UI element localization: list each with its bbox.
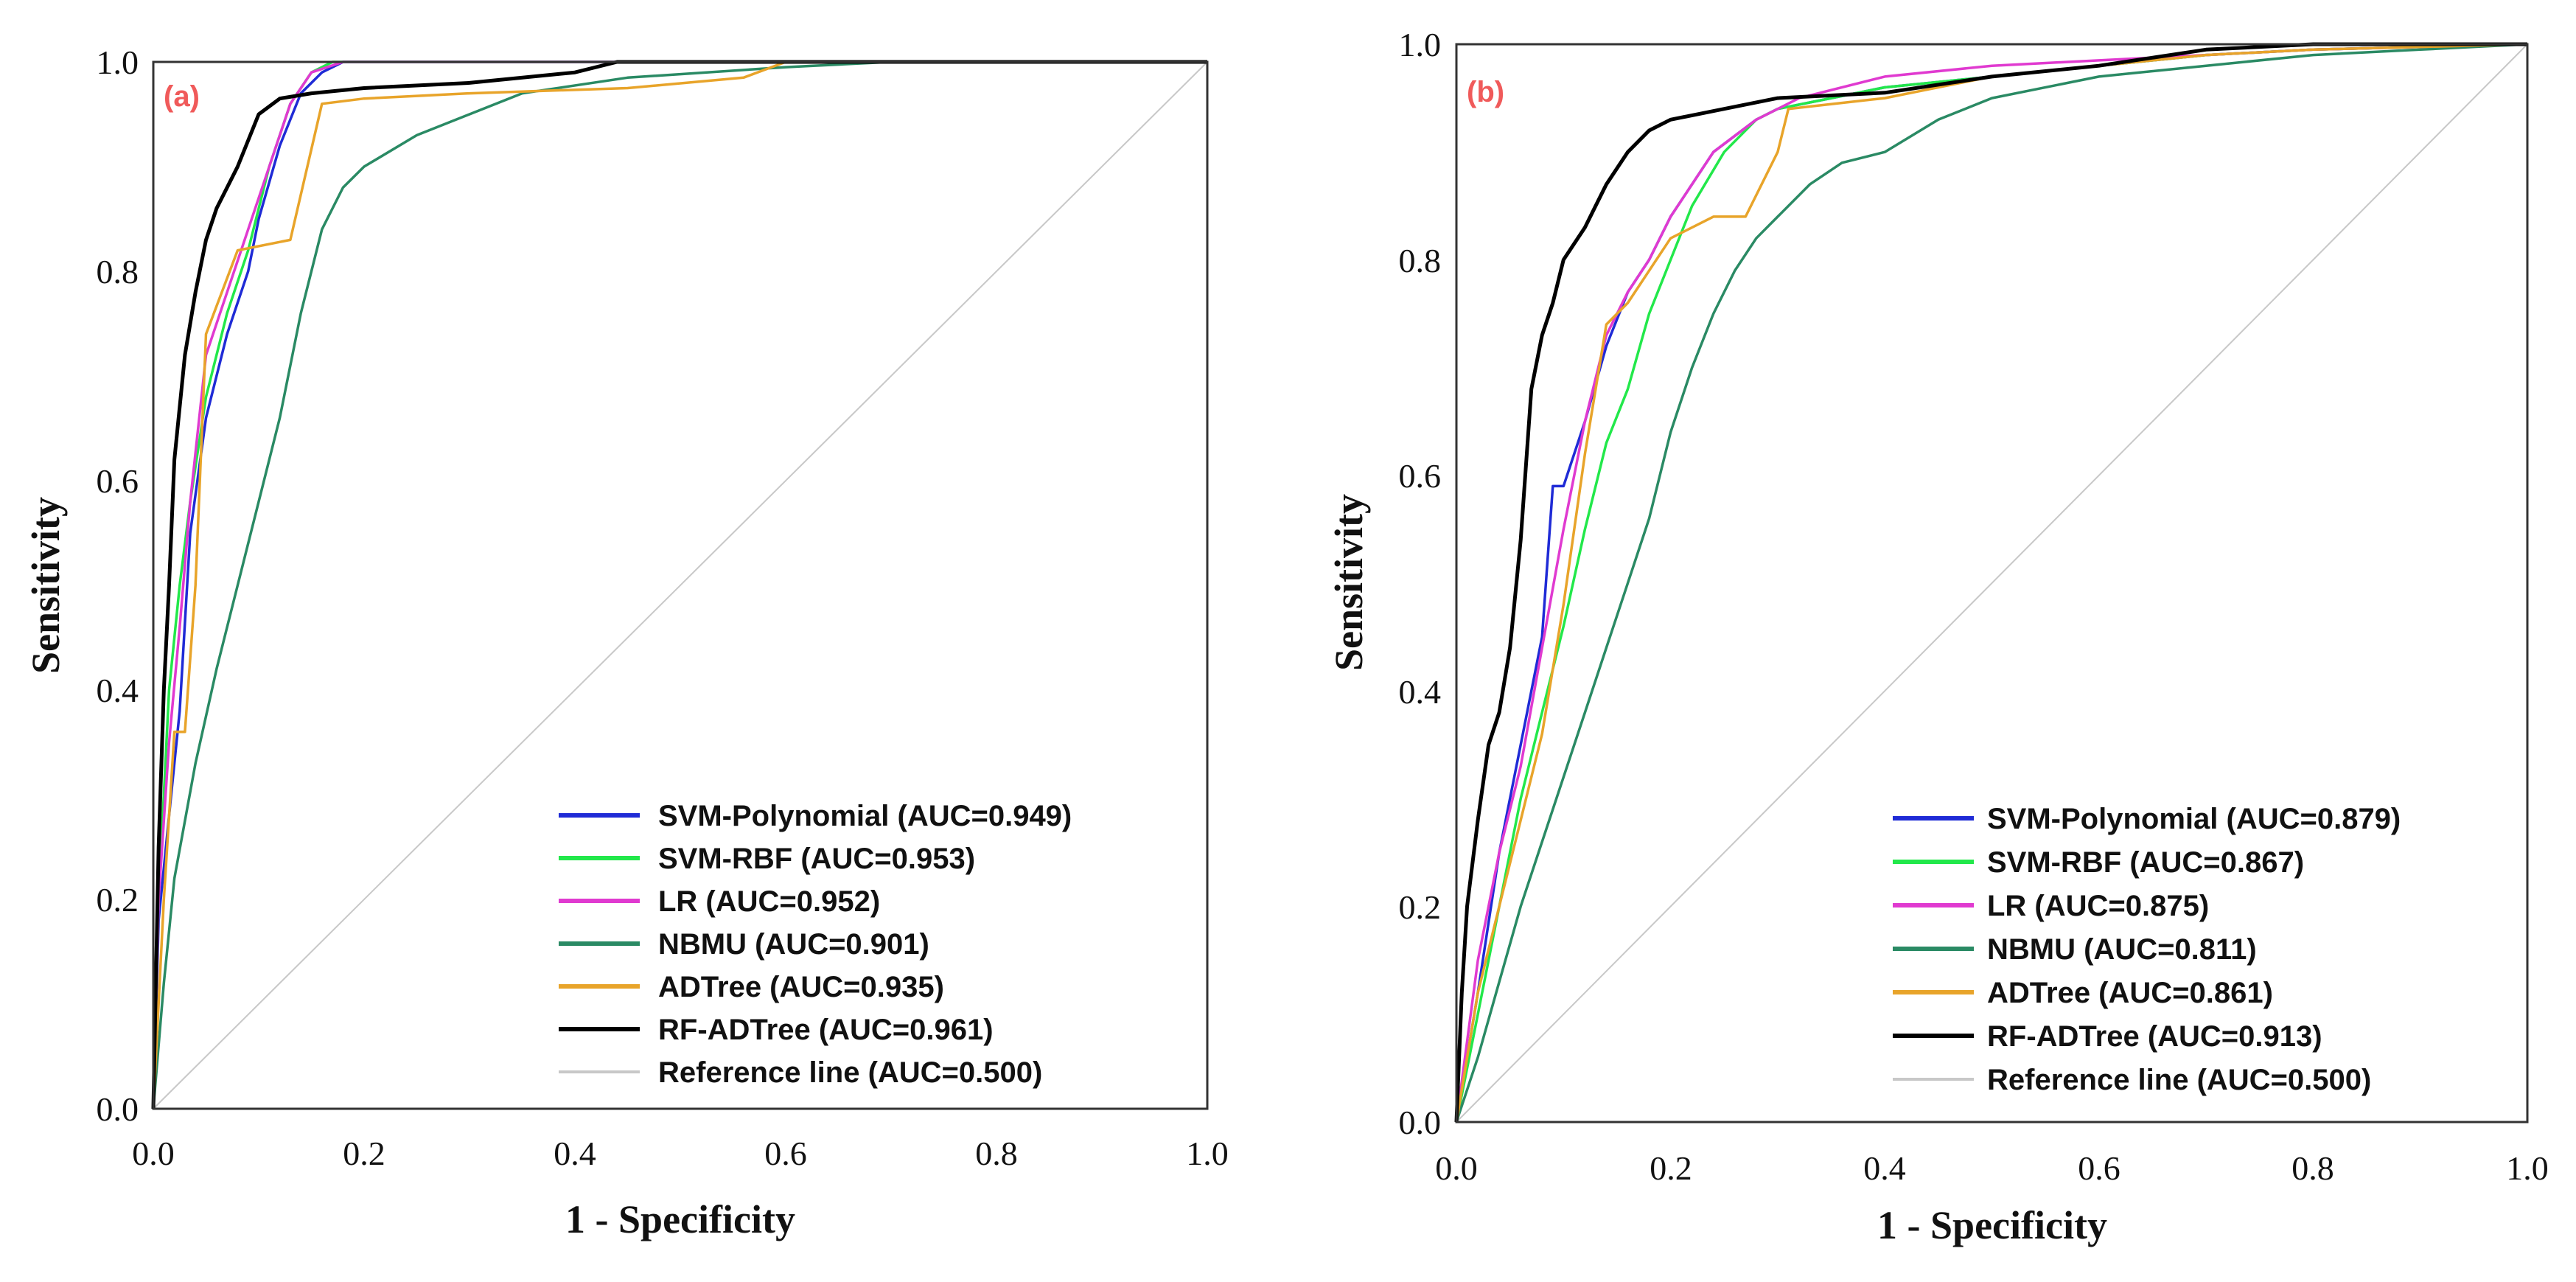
- panel-b-legend-label: Reference line (AUC=0.500): [1987, 1064, 2371, 1096]
- panel-b-x-axis-title: 1 - Specificity: [1877, 1203, 2107, 1247]
- panel-b-xtick-label: 1.0: [2506, 1149, 2549, 1187]
- panel-b-ytick-label: 1.0: [1399, 26, 1442, 63]
- panel-b-y-axis-title: Sensitivity: [1327, 494, 1371, 671]
- panel-b-ytick-label: 0.6: [1399, 457, 1442, 495]
- panel-a-ytick-label: 1.0: [97, 43, 139, 81]
- panel-a-legend-label: NBMU (AUC=0.901): [658, 928, 929, 961]
- panel-a-legend-label: SVM-RBF (AUC=0.953): [658, 843, 975, 875]
- panel-a-series-line-adtree: [152, 60, 1207, 1109]
- panel-a-label: (a): [164, 80, 200, 113]
- panel-b-traces: [1454, 42, 2528, 1123]
- panel-b: (b) 0.0 0.2 0.4 0.6 0.8 1.0 0.0 0.2 0.4 …: [1327, 26, 2549, 1247]
- panel-b-plot-frame: [1455, 43, 2529, 1124]
- panel-a-ytick-label: 0.8: [97, 253, 139, 290]
- panel-b-series-line-reference: [1456, 43, 2528, 1123]
- panel-b-xtick-label: 0.0: [1435, 1149, 1478, 1187]
- panel-a-x-axis-title: 1 - Specificity: [565, 1197, 795, 1241]
- panel-b-xtick-label: 0.2: [1650, 1149, 1692, 1187]
- panel-b-legend-label: SVM-Polynomial (AUC=0.879): [1987, 803, 2401, 835]
- panel-a-legend-label: Reference line (AUC=0.500): [658, 1056, 1042, 1089]
- panel-b-label: (b): [1467, 76, 1504, 108]
- panel-b-legend-label: RF-ADTree (AUC=0.913): [1987, 1020, 2322, 1053]
- panel-a-xtick-label: 0.4: [554, 1135, 596, 1172]
- panel-b-legend-label: SVM-RBF (AUC=0.867): [1987, 846, 2304, 879]
- panel-a: (a) 0.0 0.2 0.4 0.6 0.8 1.0 0.0 0.2 0.4 …: [24, 43, 1229, 1241]
- panel-a-legend-label: LR (AUC=0.952): [658, 885, 880, 918]
- panel-b-xtick-label: 0.6: [2078, 1149, 2121, 1187]
- panel-a-legend-label: RF-ADTree (AUC=0.961): [658, 1014, 994, 1046]
- panel-b-legend: SVM-Polynomial (AUC=0.879) SVM-RBF (AUC=…: [1893, 803, 2401, 1096]
- panel-a-legend-label: ADTree (AUC=0.935): [658, 971, 944, 1003]
- panel-a-xtick-label: 0.6: [764, 1135, 807, 1172]
- panel-b-series-line-lr: [1455, 43, 2528, 1123]
- panel-b-ytick-label: 0.8: [1399, 242, 1442, 279]
- panel-a-series-line-rf-adtree: [151, 60, 1207, 1109]
- panel-b-ytick-label: 0.0: [1399, 1104, 1442, 1141]
- panel-b-series-line-nbmu: [1455, 43, 2528, 1123]
- panel-a-series-line-nbmu: [152, 60, 1207, 1109]
- panel-a-traces: [151, 60, 1208, 1109]
- panel-a-ytick-label: 0.0: [97, 1090, 139, 1128]
- panel-a-y-axis-title: Sensitivity: [24, 497, 68, 674]
- panel-a-xtick-label: 0.0: [132, 1135, 175, 1172]
- panel-a-legend-label: SVM-Polynomial (AUC=0.949): [658, 800, 1072, 832]
- panel-a-plot-frame: [152, 60, 1209, 1110]
- panel-a-ytick-label: 0.4: [97, 672, 139, 709]
- panel-a-legend: SVM-Polynomial (AUC=0.949) SVM-RBF (AUC=…: [559, 800, 1072, 1089]
- panel-b-series-line-rf-adtree: [1454, 42, 2527, 1123]
- panel-b-ytick-label: 0.2: [1399, 888, 1442, 926]
- panel-a-series-line-reference: [153, 61, 1208, 1109]
- panel-a-xtick-label: 0.8: [975, 1135, 1018, 1172]
- panel-b-xtick-label: 0.8: [2291, 1149, 2334, 1187]
- panel-b-legend-label: ADTree (AUC=0.861): [1987, 977, 2273, 1009]
- panel-b-xtick-label: 0.4: [1863, 1149, 1906, 1187]
- panel-a-ytick-label: 0.6: [97, 462, 139, 500]
- panel-a-xtick-label: 0.2: [343, 1135, 385, 1172]
- panel-b-legend-label: NBMU (AUC=0.811): [1987, 933, 2257, 966]
- panel-b-ytick-label: 0.4: [1399, 673, 1442, 711]
- panel-a-ytick-label: 0.2: [97, 881, 139, 919]
- panel-a-xtick-label: 1.0: [1186, 1135, 1229, 1172]
- panel-b-legend-label: LR (AUC=0.875): [1987, 890, 2209, 922]
